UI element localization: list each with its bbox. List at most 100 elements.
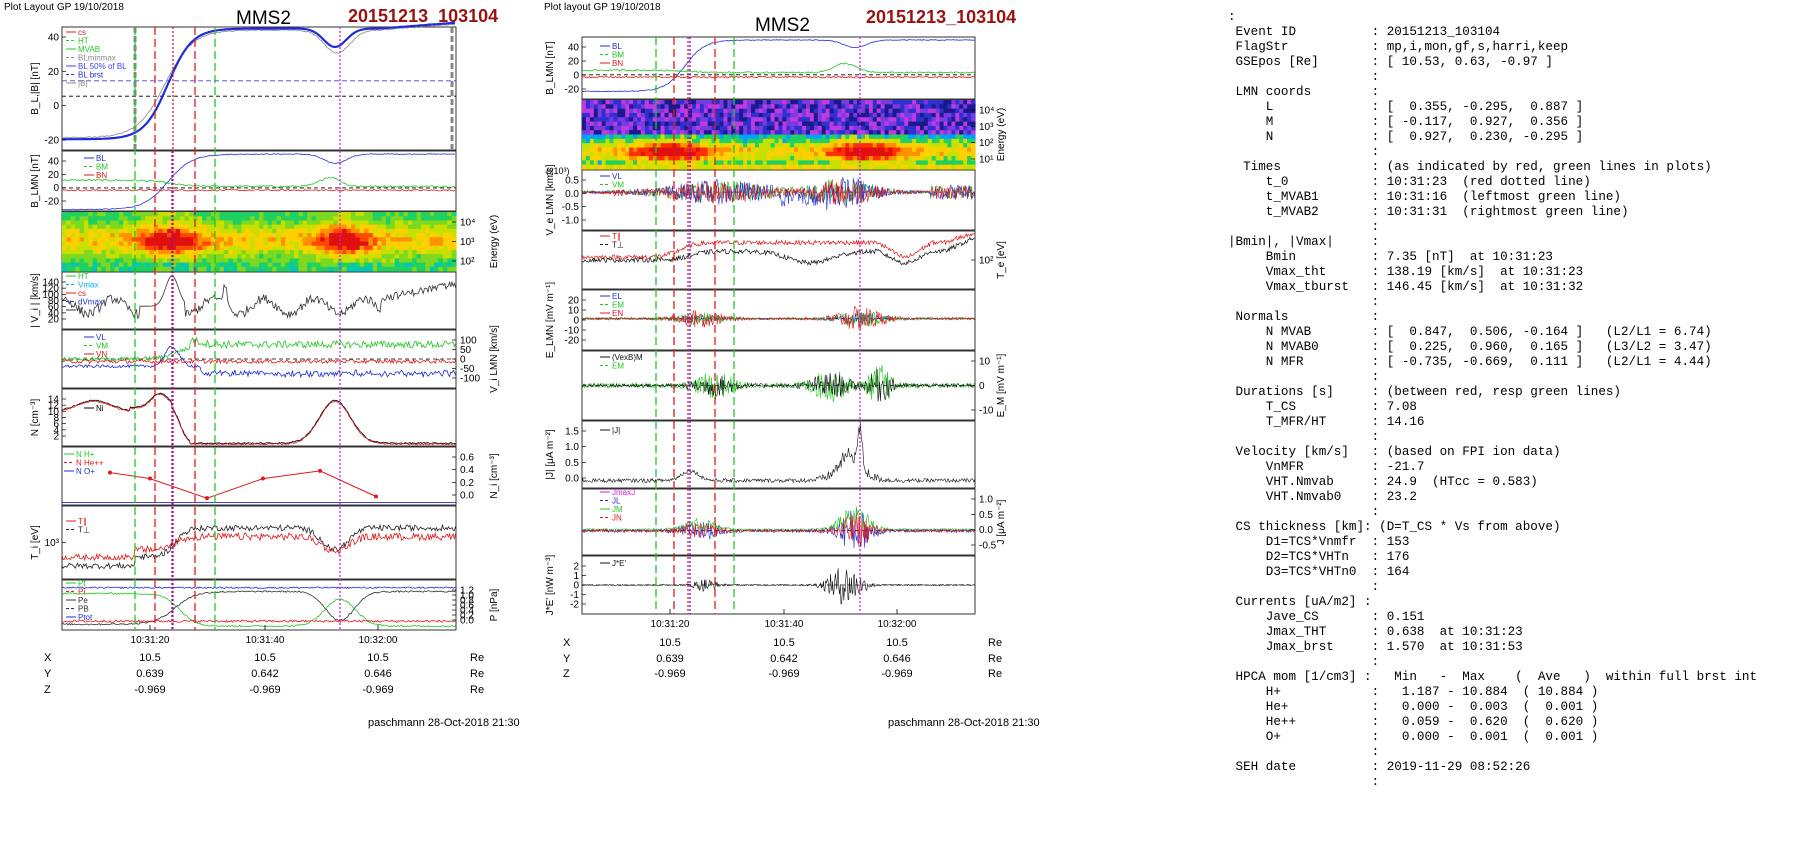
spectrogram-cell [829,117,835,123]
spectrogram-cell [625,143,630,149]
spectrogram-cell [92,249,98,255]
spectrogram-cell [750,143,756,149]
spectrogram-cell [648,130,654,136]
spectrogram-cell [806,160,811,166]
spectrogram-cell [963,104,968,110]
spectrogram-cell [617,130,622,136]
legend-entry: |B| [78,79,88,88]
spectrogram-cell [919,125,925,131]
y-tick-label: 20 [568,57,580,68]
spectrogram-cell [333,220,339,226]
spectrogram-cell [692,147,697,153]
spectrogram-cell [676,160,681,166]
spectrogram-cell [947,156,953,161]
spectrogram-cell [153,220,159,226]
spectrogram-cell [118,233,124,238]
spectrogram-cell [849,151,854,157]
spectrogram-cell [821,156,827,161]
spectrogram-cell [703,130,709,136]
spectrogram-cell [896,100,901,105]
spectrogram-cell [280,245,286,251]
spectrogram-cell [943,147,949,153]
spectrogram-cell [140,266,146,272]
spectrogram-cell [412,220,418,226]
spectrogram-cell [259,262,264,268]
spectrogram-cell [394,254,400,259]
spectrogram-cell [888,130,894,136]
spectrogram-cell [652,160,658,166]
spectrogram-cell [149,228,155,234]
spectrogram-cell [210,258,216,264]
spectrogram-cell [715,147,721,153]
spectrogram-cell [660,130,666,136]
spectrogram-cell [601,138,607,144]
spectrogram-cell [285,237,291,243]
spectrogram-cell [127,212,133,217]
spectrogram-cell [900,112,905,118]
spectrogram-cell [585,121,591,127]
spectrogram-cell [723,138,729,144]
spectrogram-cell [778,108,784,114]
spectrogram-cell [868,151,874,157]
spectrogram-cell [110,224,116,230]
legend-entry: Vmax [78,281,98,290]
spectrogram-cell [715,108,721,114]
legend-entry: (VexB)M [612,353,643,362]
spectrogram-cell [621,100,626,105]
spectrogram-cell [289,254,295,259]
spectrogram-cell [762,125,768,131]
spectrogram-cell [171,245,177,251]
vexb-m-line [581,369,976,402]
spectrogram-cell [723,130,729,136]
spectrogram-cell [285,266,291,272]
spectrogram-cell [149,220,155,226]
spectrogram-cell [798,156,803,161]
spectrogram-cell [368,266,374,272]
spectrogram-cell [206,249,212,255]
spectrogram-cell [601,147,607,153]
info-line: : [1228,295,1380,309]
spectrogram-cell [412,233,418,238]
spectrogram-cell [381,249,387,255]
spectrogram-cell [943,134,949,140]
spectrogram-cell [727,117,732,123]
spectrogram-cell [88,249,94,255]
spectrogram-cell [385,258,391,264]
spectrogram-cell [876,160,882,166]
spectrogram-cell [892,117,897,123]
spectrogram-cell [660,112,666,118]
spectrogram-cell [625,147,630,153]
spectrogram-cell [88,258,94,264]
spectrogram-cell [912,160,917,166]
right-panel-4 [581,289,976,351]
spectrogram-cell [735,121,740,127]
spectrogram-cell [158,245,164,251]
spectrogram-cell [447,262,453,268]
spectrogram-cell [959,164,964,170]
spectrogram-cell [593,121,599,127]
spectrogram-cell [118,237,124,243]
spectrogram-cell [210,220,216,226]
right-plot-header: Plot layout GP 19/10/2018 [544,2,661,13]
spectrogram-cell [971,147,976,153]
spectrogram-cell [359,233,365,238]
spectrogram-cell [232,212,238,217]
spectrogram-cell [434,262,440,268]
pe-line [61,619,456,623]
info-line: LMN coords : [1228,85,1380,99]
spectrogram-cell [703,143,709,149]
spectrogram-cell [311,245,317,251]
spectrogram-cell [664,130,670,136]
spectrogram-cell [175,262,181,268]
spectrogram-cell [267,212,273,217]
spectrogram-cell [184,228,190,234]
spectrogram-cell [664,125,670,131]
spectrogram-cell [947,125,953,131]
spectrogram-cell [403,245,409,251]
spectrogram-cell [355,258,361,264]
spectrogram-cell [597,100,603,105]
spectrogram-cell [202,241,208,247]
spectrogram-cell [845,100,850,105]
y-tick-label: 0.5 [979,510,993,521]
spectrogram-cell [829,151,835,157]
